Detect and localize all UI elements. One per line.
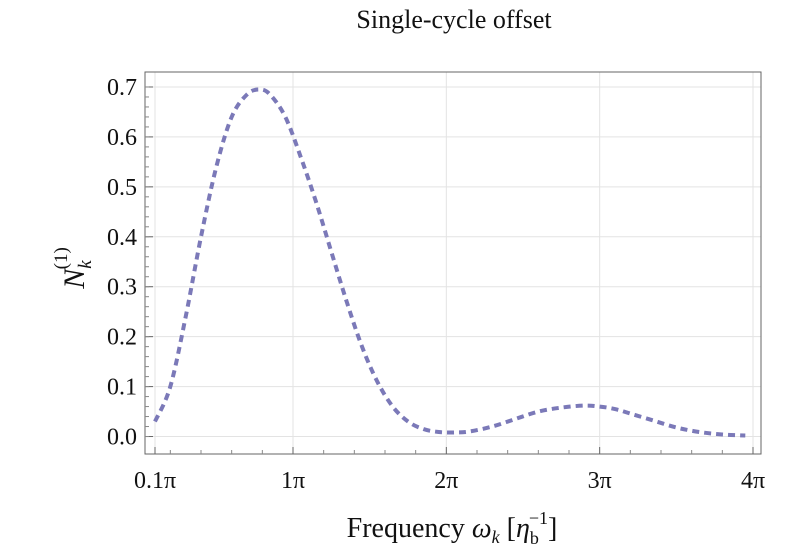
y-tick-label: 0.6: [107, 125, 137, 151]
series-group: [153, 87, 746, 438]
axis-ticks: 0.1π 1π 2π 3π 4π 0.0 0.1 0.2 0.3 0.4 0.5 0.6 0.7: [107, 75, 765, 494]
x-axis-label: Frequency ωk [ηb−1]: [347, 508, 558, 548]
plot-frame: [144, 71, 762, 455]
chart-title: Single-cycle offset: [356, 5, 552, 34]
y-tick-label: 0.4: [107, 225, 137, 251]
grid: [145, 72, 761, 454]
y-tick-label: 0.5: [107, 175, 137, 201]
y-tick-label: 0.3: [107, 275, 137, 301]
y-tick-label: 0.0: [107, 425, 137, 451]
x-tick-label: 4π: [741, 468, 765, 494]
x-tick-label: 2π: [434, 468, 458, 494]
y-tick-label: 0.2: [107, 325, 137, 351]
series-line: [153, 87, 746, 438]
x-tick-label: 3π: [588, 468, 612, 494]
y-axis-label: Nk(1): [51, 247, 96, 290]
y-tick-label: 0.1: [107, 375, 137, 401]
x-tick-label: 0.1π: [134, 468, 176, 494]
x-tick-label: 1π: [281, 468, 305, 494]
y-tick-label: 0.7: [107, 75, 137, 101]
